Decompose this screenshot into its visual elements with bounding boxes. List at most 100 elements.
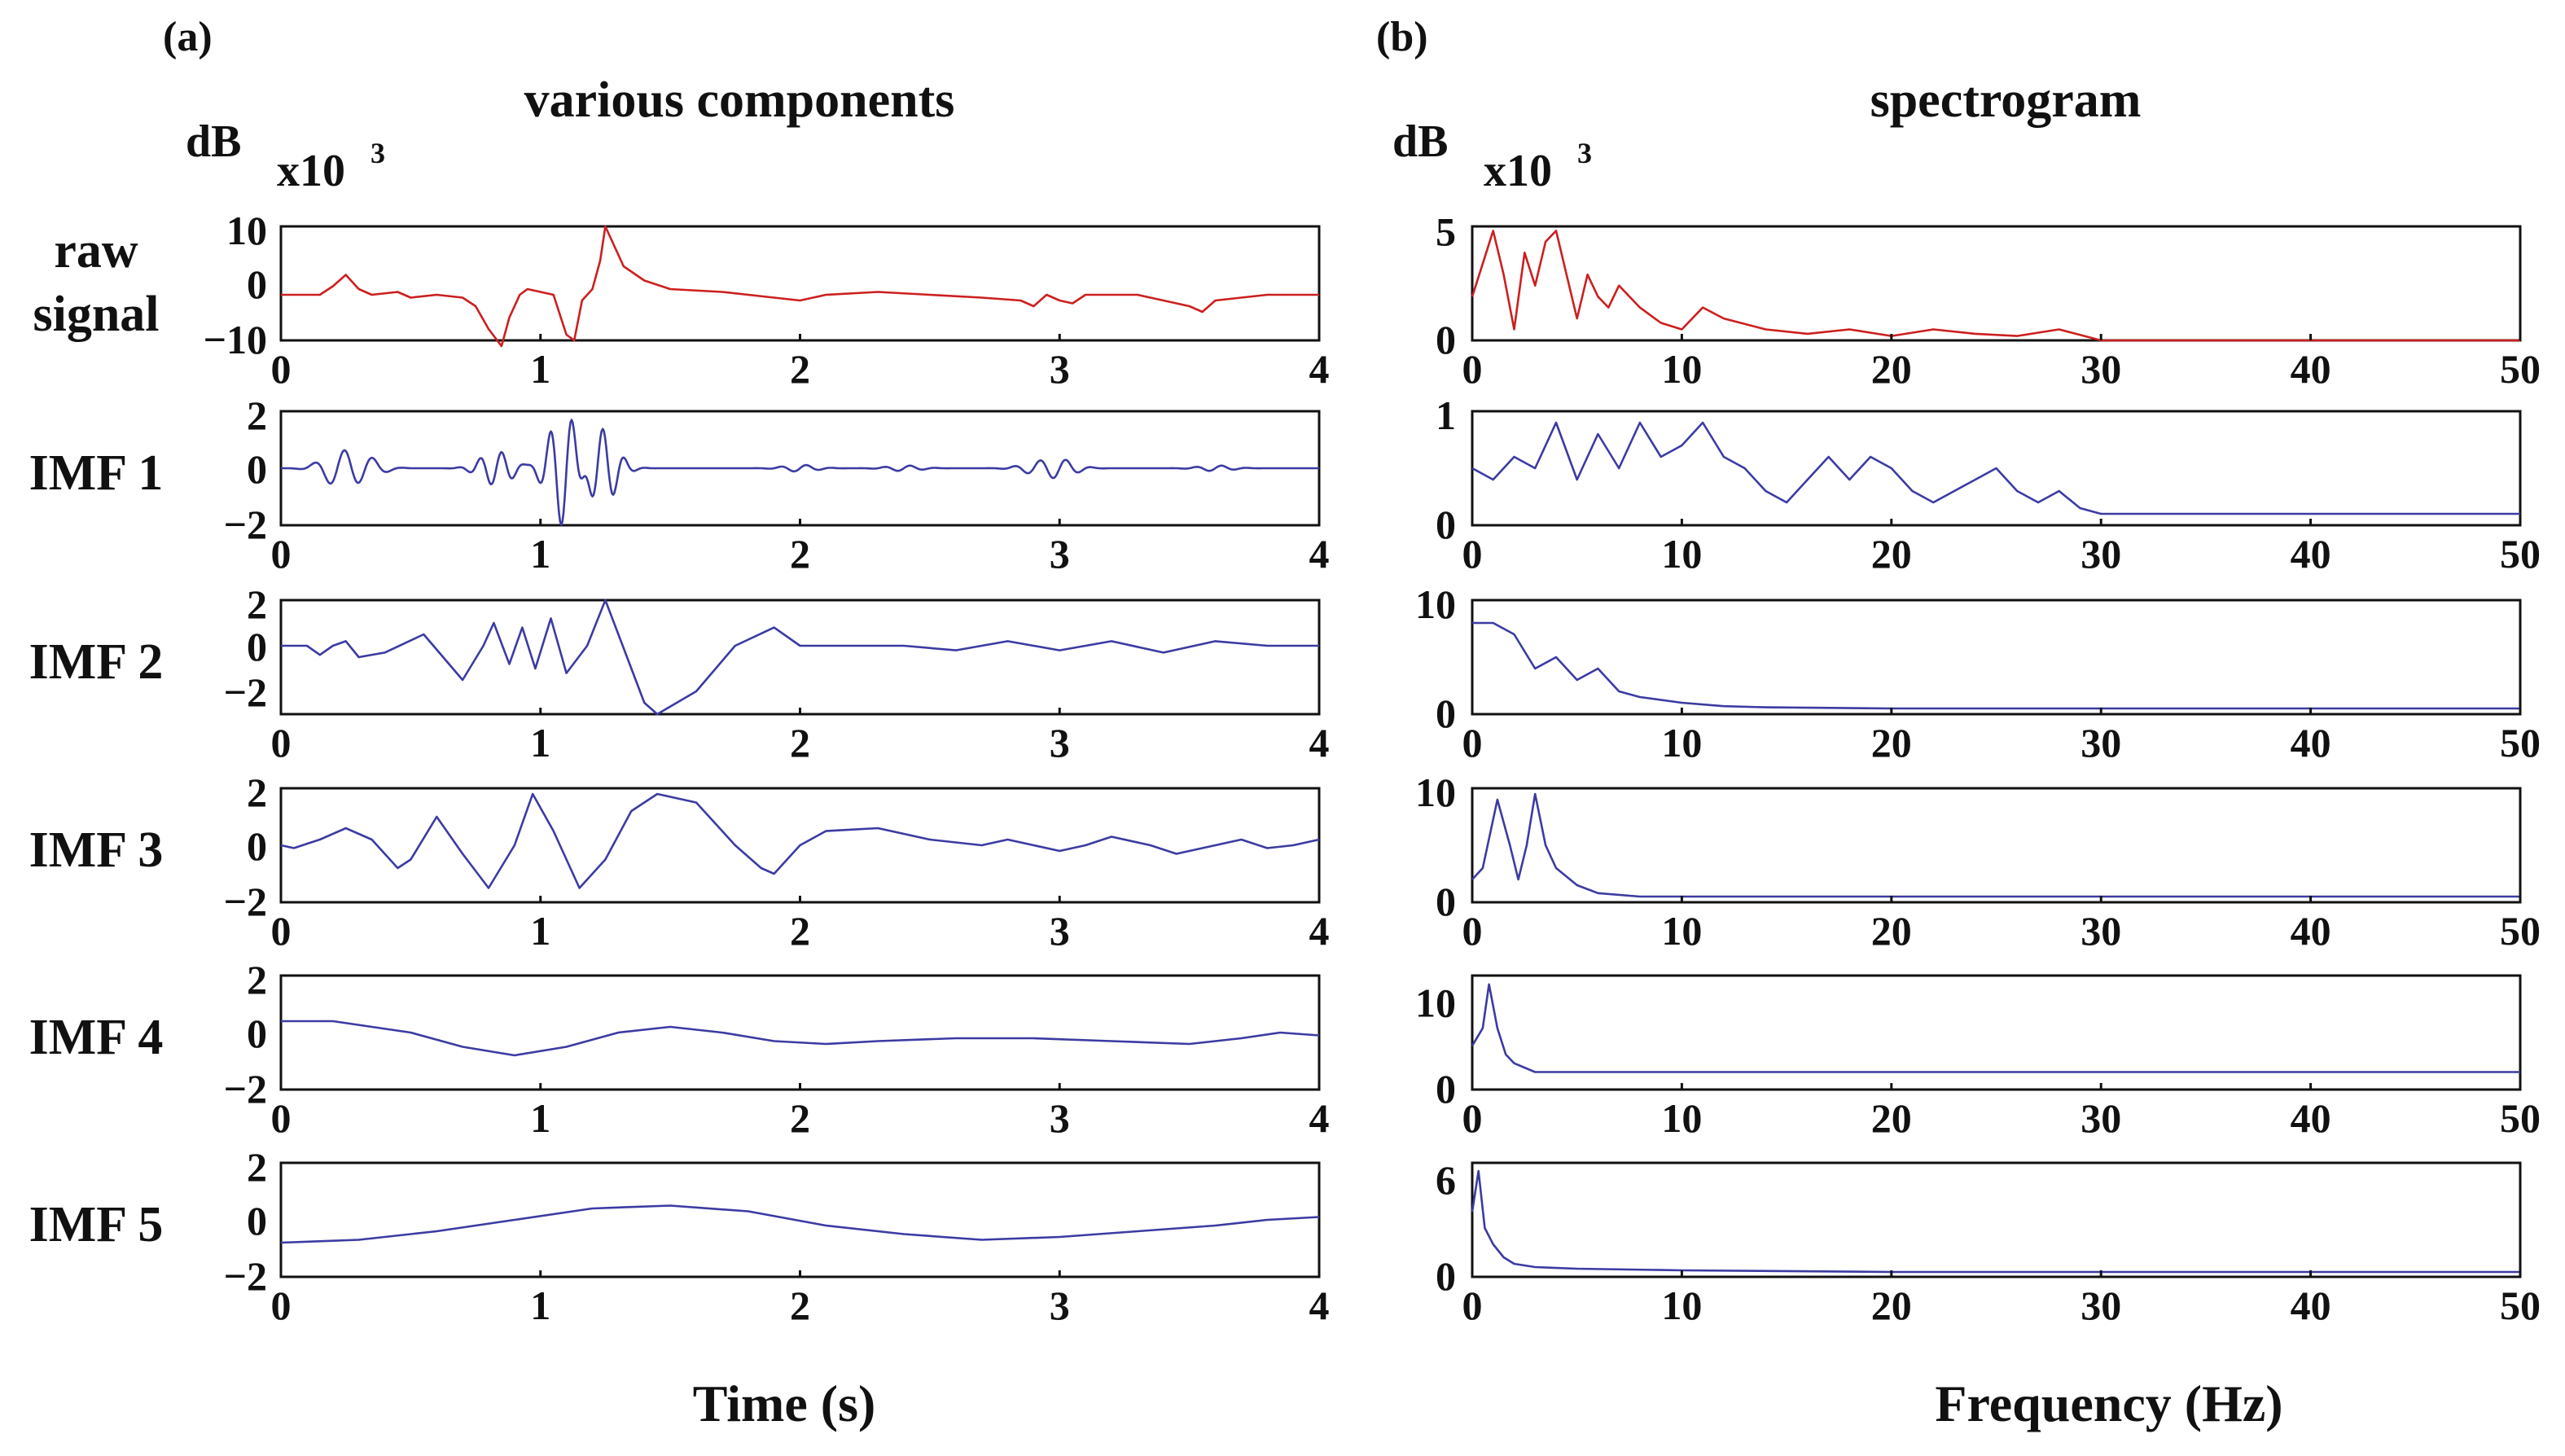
y-tick-label: −2 <box>224 1253 268 1299</box>
x-tick-label: 4 <box>1309 908 1330 954</box>
axes-frame <box>1471 1161 2522 1278</box>
panel-b-title: spectrogram <box>1870 72 2142 128</box>
x-tick-label: 3 <box>1050 346 1070 392</box>
x-tick-label: 30 <box>2080 720 2121 765</box>
x-tick-label: 4 <box>1309 1283 1330 1328</box>
x-tick-label: 10 <box>1661 1095 1702 1141</box>
series-line-imf-3 <box>280 792 1320 889</box>
series-line-imf-2 <box>1472 621 2520 710</box>
series-line-imf-1 <box>1471 421 2520 515</box>
x-tick-label: 40 <box>2291 531 2331 577</box>
x-tick-label: 30 <box>2080 1095 2121 1141</box>
axes-frame <box>279 974 1321 1091</box>
x-tick-label: 50 <box>2500 531 2541 577</box>
series-line-raw-signal <box>281 225 1319 348</box>
axes-frame <box>279 599 1321 716</box>
x-tick-label: 1 <box>530 908 550 954</box>
y-tick-label: 0 <box>1436 879 1456 924</box>
subplot-imf-4: 0 10 0 10 20 30 40 50 <box>1415 974 2541 1141</box>
axes-frame <box>1471 599 2522 716</box>
x-tick-label: 0 <box>271 908 292 954</box>
x-tick-label: 50 <box>2500 720 2541 765</box>
x-tick-label: 4 <box>1309 346 1330 392</box>
subplot-imf-5: 0 6 0 10 20 30 40 50 <box>1436 1157 2541 1328</box>
x-tick-label: 0 <box>271 346 292 392</box>
y-tick-label: 2 <box>247 770 267 815</box>
subplot-imf-1: 010 10 20 30 40 50 <box>1436 393 2541 577</box>
axes-frame <box>1471 974 2522 1091</box>
axes-frame <box>1471 225 2522 342</box>
series-line-imf-3 <box>1471 792 2520 898</box>
x-tick-label: 20 <box>1871 531 1912 577</box>
x-tick-label: 2 <box>790 531 810 577</box>
subplot-imf-3: 0 10 0 10 20 30 40 50 <box>1415 770 2541 954</box>
y-tick-label: 2 <box>247 957 267 1002</box>
series-line-raw-signal <box>1471 230 2520 342</box>
y-tick-label: 0 <box>247 1011 267 1056</box>
x-tick-label: 50 <box>2500 908 2541 954</box>
panel-a-scale-base: x10 <box>277 146 345 196</box>
x-tick-label: 0 <box>1462 908 1483 954</box>
panel-a-scale: x10 3 <box>277 137 385 196</box>
x-tick-label: 10 <box>1661 346 1702 392</box>
series-line-imf-5 <box>1471 1169 2520 1274</box>
x-tick-label: 30 <box>2080 908 2121 954</box>
panel-b-scale-exponent: 3 <box>1577 137 1592 169</box>
x-tick-label: 3 <box>1050 531 1070 577</box>
x-tick-label: 20 <box>1871 720 1912 765</box>
axes-frame <box>279 225 1321 342</box>
series-line-imf-4 <box>1471 983 2520 1073</box>
y-tick-label: 0 <box>247 261 267 307</box>
x-tick-label: 1 <box>530 720 550 765</box>
subplot-raw-signal: 050 10 20 30 40 50 <box>1436 208 2541 392</box>
series-line-imf-1 <box>281 419 1319 526</box>
x-tick-label: 0 <box>1462 1095 1483 1141</box>
x-tick-label: 0 <box>271 1283 292 1328</box>
x-tick-label: 3 <box>1050 720 1070 765</box>
y-tick-label: 0 <box>247 446 267 492</box>
panel-b-xlabel: Frequency (Hz) <box>1935 1375 2282 1432</box>
panel-b-unit: dB <box>1392 116 1449 167</box>
x-tick-label: 40 <box>2291 346 2331 392</box>
x-tick-label: 0 <box>1462 346 1483 392</box>
panel-a-xlabel: Time (s) <box>693 1375 876 1432</box>
x-tick-label: 30 <box>2080 1283 2121 1328</box>
y-tick-label: 0 <box>1436 1066 1456 1112</box>
x-tick-label: 20 <box>1871 1095 1912 1141</box>
x-tick-label: 30 <box>2080 346 2121 392</box>
y-tick-label: −2 <box>224 1066 268 1112</box>
x-tick-label: 2 <box>790 346 810 392</box>
y-tick-label: 10 <box>1415 980 1456 1025</box>
panel-a-title: various components <box>524 72 955 128</box>
x-tick-label: 50 <box>2500 1095 2541 1141</box>
x-tick-label: 40 <box>2291 1283 2331 1328</box>
y-tick-label: 0 <box>1436 502 1456 547</box>
y-tick-label: 10 <box>226 208 267 253</box>
y-tick-label: 6 <box>1436 1157 1456 1203</box>
x-tick-label: 10 <box>1661 531 1702 577</box>
series-line-imf-4 <box>281 1020 1320 1057</box>
x-tick-label: 10 <box>1661 908 1702 954</box>
x-tick-label: 4 <box>1309 531 1330 577</box>
x-tick-label: 0 <box>1462 1283 1483 1328</box>
y-tick-label: −2 <box>224 669 268 715</box>
x-tick-label: 2 <box>790 720 810 765</box>
y-tick-label: 1 <box>1436 393 1456 438</box>
y-tick-label: 0 <box>247 624 267 669</box>
x-tick-label: 0 <box>271 720 292 765</box>
y-tick-label: 2 <box>247 1144 267 1190</box>
x-tick-label: 1 <box>530 346 550 392</box>
x-tick-label: 40 <box>2291 720 2331 765</box>
y-tick-label: 5 <box>1436 208 1456 254</box>
row-label-raw: raw <box>54 223 138 278</box>
x-tick-label: 0 <box>1462 531 1483 577</box>
panel-a-scale-exponent: 3 <box>370 137 385 169</box>
y-tick-label: 10 <box>1415 770 1456 815</box>
